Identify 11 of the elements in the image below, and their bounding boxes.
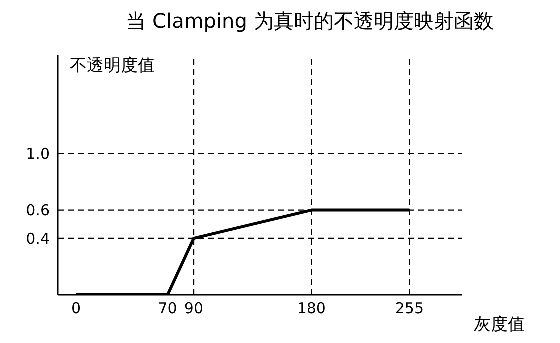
x-tick-label: 70 — [158, 300, 178, 318]
x-tick-label: 0 — [72, 300, 82, 318]
y-tick-label: 0.4 — [26, 230, 50, 248]
y-axis-title: 不透明度值 — [70, 56, 155, 76]
x-axis-title: 灰度值 — [474, 315, 525, 336]
x-tick-label: 255 — [395, 300, 424, 318]
x-tick-label: 180 — [297, 300, 326, 318]
chart-title: 当 Clamping 为真时的不透明度映射函数 — [125, 8, 495, 35]
y-tick-label: 0.6 — [26, 202, 50, 220]
x-tick-label: 90 — [184, 300, 204, 318]
y-tick-label: 1.0 — [26, 145, 50, 164]
